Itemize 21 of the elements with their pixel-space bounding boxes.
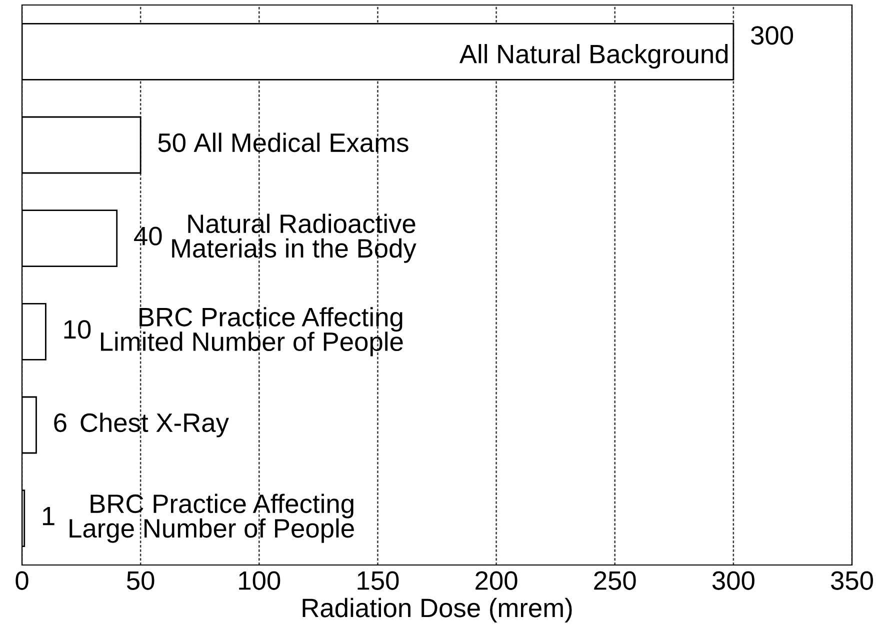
y-tick-label: BRC Practice Affecting Large Number of People: [70, 494, 354, 543]
x-tick-label: 350: [830, 571, 873, 590]
x-tick-label: 50: [126, 571, 154, 590]
x-tick-label: 300: [712, 571, 754, 590]
y-tick-label: Chest X-Ray: [80, 412, 229, 438]
data-label: 10: [64, 320, 91, 339]
data-label: 50: [158, 133, 186, 152]
y-tick-label: All Medical Exams: [194, 132, 408, 152]
x-tick-label: 100: [239, 571, 280, 590]
data-label: 40: [134, 226, 162, 246]
y-tick-label: All Natural Background: [459, 44, 728, 69]
y-tick-label: BRC Practice Affecting Limited Number of People: [101, 307, 403, 356]
x-tick-label: 150: [358, 571, 399, 590]
x-tick-label: 0: [16, 571, 28, 590]
x-axis-title: Radiation Dose (mrem): [302, 598, 572, 623]
data-label: 1: [42, 507, 54, 526]
data-label: 300: [751, 26, 794, 45]
y-tick-label: Natural Radioactive Materials in the Body: [172, 214, 416, 263]
x-tick-label: 200: [476, 571, 518, 590]
x-tick-label: 250: [594, 571, 636, 590]
data-label: 6: [54, 413, 66, 432]
